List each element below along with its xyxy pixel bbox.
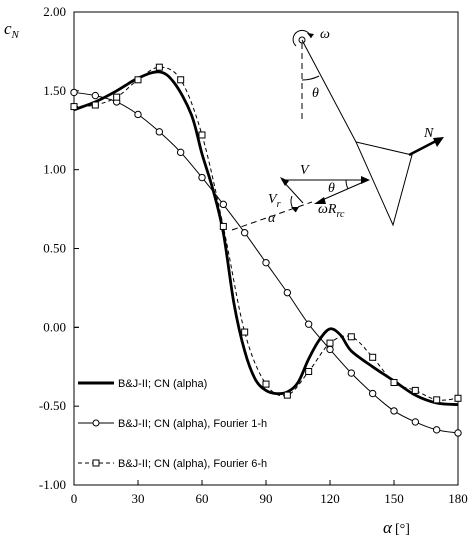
- data-point-series-3: [198, 131, 206, 139]
- data-point-series-2: [283, 288, 292, 297]
- series-layer: [70, 63, 462, 437]
- data-point-series-3: [283, 391, 291, 399]
- data-point-series-3: [177, 76, 185, 84]
- data-point-series-2: [347, 369, 356, 377]
- normal-force-label: N: [423, 126, 434, 141]
- y-tick-label: 1.00: [43, 162, 66, 177]
- tangential-velocity-vector: [319, 179, 369, 202]
- theta-bottom-label: θ: [328, 181, 335, 196]
- theta-arc-bottom: [345, 179, 349, 190]
- y-tick-label: 0.50: [43, 241, 66, 256]
- data-point-series-3: [134, 76, 142, 84]
- inset-schematic: ω θ N V θ Vr α ωRrc: [231, 27, 444, 231]
- y-tick-label: 0.00: [43, 319, 66, 334]
- x-tick-label: 90: [260, 491, 273, 506]
- data-point-series-3: [411, 386, 419, 394]
- x-axis-label: α [°]: [383, 518, 410, 537]
- legend-marker-series-3: [92, 459, 100, 467]
- data-point-series-2: [134, 110, 142, 119]
- legend-marker-series-2: [92, 419, 100, 427]
- data-point-series-2: [326, 345, 334, 354]
- legend-label-series-1: B&J-II; CN (alpha): [118, 378, 207, 390]
- data-point-series-3: [91, 101, 99, 109]
- y-axis-label: cN: [4, 19, 20, 41]
- data-point-series-3: [454, 394, 462, 402]
- x-tick-label: 0: [71, 491, 78, 506]
- series-line-3: [73, 66, 459, 401]
- blade-triangle: [355, 141, 413, 227]
- data-point-series-3: [70, 103, 78, 111]
- legend-label-series-3: B&J-II; CN (alpha), Fourier 6-h: [118, 458, 267, 470]
- x-tick-label: 30: [132, 491, 145, 506]
- theta-top-label: θ: [312, 86, 319, 101]
- theta-arc-top: [301, 75, 320, 81]
- omega-r-label: ωRrc: [318, 202, 345, 220]
- tangential-arrowhead-icon: [314, 197, 326, 204]
- data-point-series-3: [305, 367, 313, 375]
- data-point-series-3: [390, 379, 398, 387]
- data-point-series-2: [390, 407, 398, 415]
- y-tick-label: -1.00: [39, 477, 66, 492]
- data-point-series-2: [198, 173, 206, 182]
- data-point-series-3: [155, 63, 163, 71]
- velocity-label: V: [300, 163, 310, 178]
- relative-velocity-label: Vr: [268, 192, 281, 210]
- data-point-series-2: [262, 258, 270, 267]
- legend: B&J-II; CN (alpha) B&J-II; CN (alpha), F…: [78, 378, 267, 470]
- data-point-series-3: [347, 333, 355, 341]
- data-point-series-2: [219, 200, 228, 209]
- y-tick-label: 2.00: [43, 4, 66, 19]
- data-point-series-3: [241, 328, 249, 336]
- data-point-series-2: [91, 91, 100, 100]
- data-point-series-2: [411, 418, 420, 426]
- legend-label-series-2: B&J-II; CN (alpha), Fourier 1-h: [118, 418, 267, 430]
- data-point-series-3: [433, 396, 441, 404]
- normal-force-arrowhead-icon: [433, 137, 444, 147]
- data-point-series-2: [155, 128, 164, 136]
- data-point-series-2: [176, 148, 185, 157]
- data-point-series-2: [240, 229, 249, 237]
- x-tick-label: 180: [448, 491, 468, 506]
- axes: -1.00 -0.50 0.00 0.50 1.00 1.50 2.00 0 30 60 90 120…: [39, 4, 468, 506]
- data-point-series-3: [262, 380, 270, 388]
- alpha-label: α: [268, 211, 276, 226]
- x-tick-label: 150: [384, 491, 404, 506]
- blade-arm: [301, 39, 357, 143]
- omega-label: ω: [320, 27, 330, 42]
- y-tick-label: 1.50: [43, 83, 66, 98]
- chord-reference-line: [231, 201, 313, 231]
- data-point-series-3: [219, 222, 227, 230]
- data-point-series-2: [368, 389, 377, 398]
- data-point-series-2: [304, 320, 313, 328]
- series-line-1: [73, 70, 459, 406]
- data-point-series-3: [326, 339, 334, 347]
- data-point-series-2: [454, 429, 462, 437]
- x-tick-label: 120: [320, 491, 340, 506]
- rotation-arrowhead-icon: [307, 33, 314, 38]
- data-point-series-2: [70, 88, 78, 97]
- data-point-series-3: [369, 353, 377, 361]
- x-tick-label: 60: [196, 491, 209, 506]
- relative-velocity-arrowhead-icon: [280, 177, 289, 186]
- normal-force-arrow: [408, 139, 437, 157]
- y-tick-label: -0.50: [39, 398, 66, 413]
- data-point-series-3: [113, 93, 121, 101]
- data-point-series-2: [432, 426, 441, 434]
